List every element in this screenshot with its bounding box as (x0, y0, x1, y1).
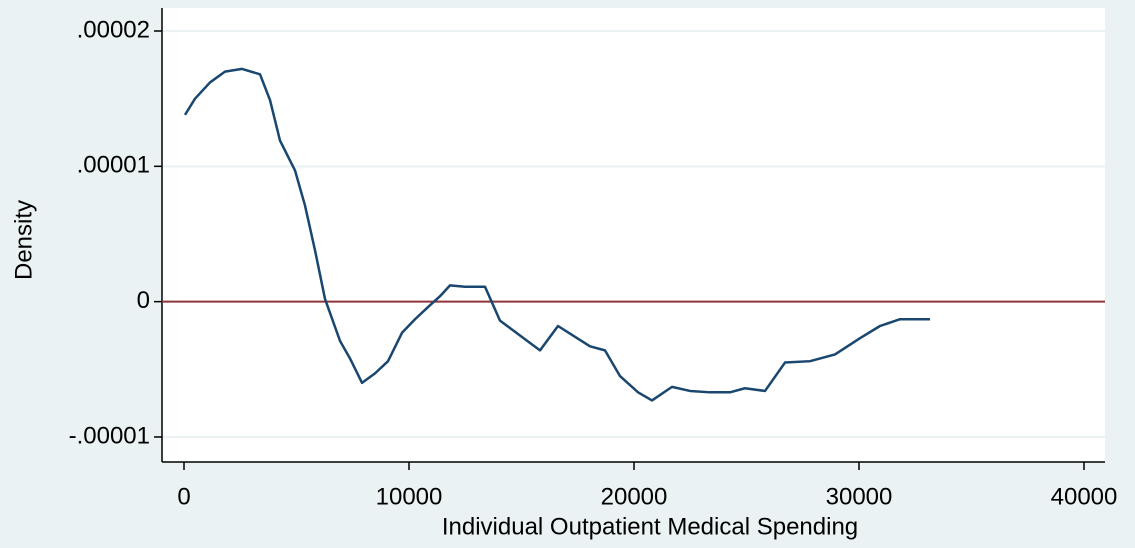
x-tick-label: 40000 (1051, 483, 1118, 510)
y-tick-label: -.00001 (69, 422, 150, 449)
y-tick-label: 0 (137, 287, 150, 314)
x-axis-title: Individual Outpatient Medical Spending (442, 513, 858, 540)
x-tick-label: 30000 (826, 483, 893, 510)
y-tick-label: .00001 (77, 152, 150, 179)
data-line (183, 67, 931, 402)
y-tick-label: .00002 (77, 16, 150, 43)
y-axis-title: Density (10, 200, 37, 280)
x-tick-label: 10000 (376, 483, 443, 510)
x-tick-label: 20000 (601, 483, 668, 510)
x-tick-label: 0 (177, 483, 190, 510)
plot-area (162, 8, 1105, 462)
